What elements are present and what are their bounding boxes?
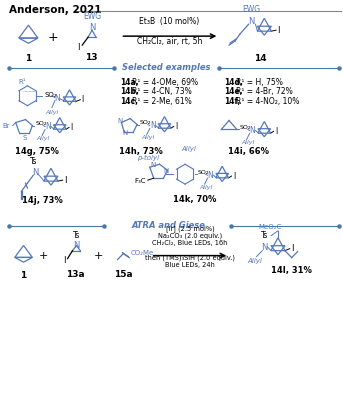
- Text: R¹ = H, 75%: R¹ = H, 75%: [236, 78, 283, 87]
- Text: Allyl: Allyl: [45, 110, 59, 115]
- Text: I: I: [233, 172, 235, 180]
- Text: R¹ = 4-OMe, 69%: R¹ = 4-OMe, 69%: [132, 78, 198, 87]
- Text: I: I: [175, 122, 177, 131]
- Text: CH₂Cl₂, Blue LEDs, 16h: CH₂Cl₂, Blue LEDs, 16h: [152, 240, 228, 246]
- Text: Ts: Ts: [73, 231, 80, 240]
- Text: EWG: EWG: [83, 12, 101, 21]
- Text: N: N: [208, 171, 213, 180]
- Text: MeO₂C: MeO₂C: [259, 224, 282, 230]
- Text: N: N: [54, 94, 60, 103]
- Text: N: N: [250, 126, 256, 135]
- Text: Allyl: Allyl: [199, 185, 212, 190]
- Text: I: I: [64, 176, 66, 185]
- Text: N: N: [45, 122, 51, 131]
- Text: S: S: [22, 136, 27, 142]
- Text: 1: 1: [20, 270, 27, 280]
- Text: Selected examples: Selected examples: [122, 64, 211, 72]
- Text: N: N: [150, 121, 156, 130]
- Text: 14f,: 14f,: [224, 97, 240, 106]
- Text: N: N: [32, 168, 38, 177]
- Text: N: N: [150, 162, 155, 168]
- Text: R¹ = 4-CN, 73%: R¹ = 4-CN, 73%: [132, 87, 192, 96]
- Text: SO₂: SO₂: [44, 92, 57, 98]
- Text: Allyl: Allyl: [36, 136, 50, 142]
- Text: ATRA and Giese: ATRA and Giese: [131, 221, 205, 230]
- Text: Allyl: Allyl: [181, 146, 197, 152]
- Text: Allyl: Allyl: [141, 136, 154, 140]
- Text: 14d,: 14d,: [224, 78, 243, 87]
- Text: R¹ = 4-Br, 72%: R¹ = 4-Br, 72%: [236, 87, 293, 96]
- Text: N: N: [118, 118, 123, 124]
- Text: N: N: [89, 23, 95, 32]
- Text: p-tolyl: p-tolyl: [137, 155, 159, 161]
- Text: SO₂: SO₂: [240, 125, 251, 130]
- Text: 14k, 70%: 14k, 70%: [173, 195, 216, 204]
- Text: I: I: [71, 123, 73, 132]
- Text: N: N: [164, 168, 169, 174]
- Text: N: N: [73, 241, 80, 250]
- Text: 15a: 15a: [114, 270, 133, 278]
- Text: R¹: R¹: [19, 79, 26, 85]
- Text: 14h, 73%: 14h, 73%: [119, 147, 163, 156]
- Text: Blue LEDs, 24h: Blue LEDs, 24h: [165, 262, 215, 268]
- Text: I: I: [77, 42, 80, 52]
- Text: I: I: [291, 244, 293, 253]
- Text: 13: 13: [85, 53, 97, 62]
- Text: 1: 1: [25, 54, 32, 63]
- Text: EWG: EWG: [243, 5, 261, 14]
- Text: R¹ = 2-Me, 61%: R¹ = 2-Me, 61%: [132, 97, 192, 106]
- Text: +: +: [48, 31, 58, 44]
- Text: N: N: [123, 130, 128, 136]
- Text: I: I: [275, 127, 277, 136]
- Text: 14l, 31%: 14l, 31%: [271, 266, 312, 274]
- Text: Ts: Ts: [29, 157, 37, 166]
- Text: +: +: [94, 251, 104, 261]
- Text: 14i, 66%: 14i, 66%: [228, 147, 269, 156]
- Text: F₃C: F₃C: [134, 178, 146, 184]
- Text: R¹ = 4-NO₂, 10%: R¹ = 4-NO₂, 10%: [236, 97, 299, 106]
- Text: I: I: [63, 256, 66, 265]
- Text: Allyl: Allyl: [247, 258, 262, 264]
- Text: N: N: [248, 17, 255, 26]
- Text: 14e,: 14e,: [224, 87, 243, 96]
- Text: Br: Br: [2, 122, 10, 128]
- Text: 14j, 73%: 14j, 73%: [22, 196, 62, 205]
- Text: 13a: 13a: [66, 270, 85, 278]
- Text: Anderson, 2021: Anderson, 2021: [9, 5, 101, 15]
- Text: Allyl: Allyl: [241, 140, 254, 146]
- Text: then (TMS)₃SiH (2.0 equiv.): then (TMS)₃SiH (2.0 equiv.): [145, 255, 235, 261]
- Text: 14a,: 14a,: [120, 78, 139, 87]
- Text: CO₂Me: CO₂Me: [130, 250, 153, 256]
- Text: 14g, 75%: 14g, 75%: [15, 147, 59, 156]
- Text: [Ir] (2.5 mol%): [Ir] (2.5 mol%): [166, 225, 214, 232]
- Text: 14c,: 14c,: [120, 97, 139, 106]
- Text: 14: 14: [254, 54, 267, 63]
- Text: Ts: Ts: [261, 231, 268, 240]
- Text: I: I: [81, 95, 84, 104]
- Text: Na₂CO₃ (2.0 equiv.): Na₂CO₃ (2.0 equiv.): [158, 232, 222, 239]
- Text: +: +: [38, 251, 48, 261]
- Text: SO₂: SO₂: [140, 120, 151, 125]
- Text: SO₂: SO₂: [198, 170, 209, 175]
- Text: N: N: [261, 243, 268, 252]
- Text: Et₃B  (10 mol%): Et₃B (10 mol%): [139, 17, 200, 26]
- Text: CH₂Cl₂, air, rt, 5h: CH₂Cl₂, air, rt, 5h: [137, 37, 202, 46]
- Text: SO₂: SO₂: [35, 121, 47, 126]
- Text: I: I: [277, 26, 280, 35]
- Text: 14b,: 14b,: [120, 87, 139, 96]
